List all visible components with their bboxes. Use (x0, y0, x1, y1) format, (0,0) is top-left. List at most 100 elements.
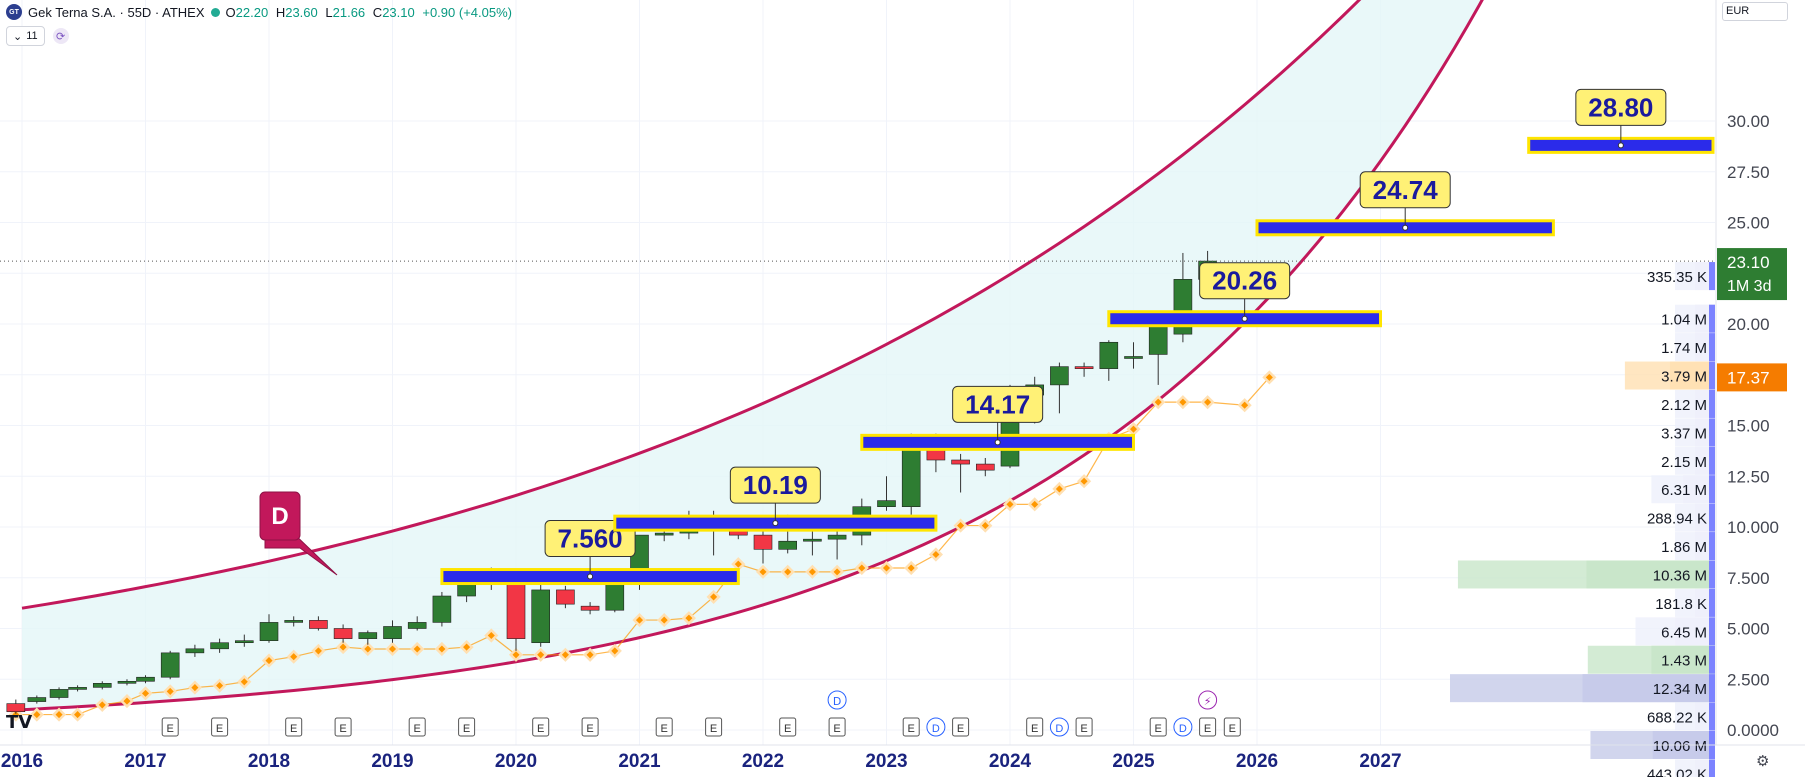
event-marker-text: E (216, 723, 223, 735)
candle-body (580, 605, 600, 611)
time-axis-tick: 2027 (1359, 751, 1401, 772)
candle-body (160, 652, 180, 678)
event-marker-earnings (334, 717, 352, 737)
price-axis-tick: 27.50 (1727, 163, 1770, 182)
event-marker-text: D (932, 723, 940, 735)
candle-body (1099, 341, 1119, 369)
last-price-countdown: 1M 3d (1727, 278, 1771, 295)
currency-selector[interactable]: EUR (1722, 2, 1788, 21)
candle-body (1050, 366, 1069, 386)
trail-dot (74, 711, 82, 719)
candle-body (753, 534, 773, 550)
volume-profile-edge (1709, 588, 1715, 617)
candle-body (358, 632, 378, 639)
candle-body (1074, 366, 1094, 369)
volume-profile-label: 1.43 M (1661, 653, 1707, 670)
trail-dot (339, 643, 347, 651)
event-marker-text: E (463, 723, 470, 735)
candle-body (210, 642, 229, 650)
zone-price-label: 7.560 (558, 524, 623, 554)
trail-dot (463, 643, 471, 651)
volume-profile-label: 3.79 M (1661, 369, 1707, 386)
trail-dot (660, 616, 668, 624)
candle-body (432, 595, 452, 623)
event-marker-earnings (1075, 717, 1093, 737)
volume-profile-edge (1709, 475, 1715, 504)
trail-dot (265, 657, 273, 665)
price-axis-tick: 5.000 (1727, 620, 1770, 639)
candle-body (117, 680, 137, 684)
event-marker-dividend (1049, 717, 1069, 737)
company-logo: GT (6, 4, 22, 20)
last-price-text: 23.10 (1727, 253, 1770, 272)
event-marker-earnings (1149, 717, 1167, 737)
trail-dot (33, 711, 41, 719)
event-marker-earnings (458, 717, 476, 737)
time-axis-tick: 2016 (1, 751, 43, 772)
time-axis-tick: 2026 (1236, 751, 1278, 772)
candle-body (235, 640, 254, 644)
candle-body (6, 703, 26, 713)
trail-dot (487, 631, 495, 640)
zone-price-label: 28.80 (1588, 92, 1653, 122)
event-marker-earnings (211, 717, 229, 737)
annotation-box (259, 491, 301, 541)
candle-body (407, 622, 427, 629)
event-marker-earnings (828, 717, 846, 737)
time-axis-tick: 2018 (248, 751, 290, 772)
volume-profile-bar-inner (1675, 617, 1715, 646)
zone-anchor-dot (1241, 315, 1248, 322)
symbol-header: GT Gek Terna S.A. · 55D · ATHEX O22.20 H… (6, 2, 516, 22)
trail-dot (759, 568, 767, 576)
event-marker-text: E (414, 723, 421, 735)
event-marker-text: E (167, 723, 174, 735)
event-marker-earnings (705, 717, 723, 737)
zone-price-label-box (1199, 262, 1291, 300)
sync-icon[interactable]: ⟳ (52, 28, 69, 44)
volume-profile-label: 6.45 M (1661, 624, 1707, 641)
trail-dot (635, 616, 644, 624)
trail-dot (216, 682, 224, 690)
volume-profile-bar-inner (1669, 361, 1715, 390)
volume-profile-edge (1709, 304, 1715, 333)
event-marker-earnings (532, 717, 550, 737)
plot-area: 7.560 10.19 14.17 20.26 24.74 28.80 D E E E E E E E E E… (0, 0, 1715, 745)
zone-price-label: 20.26 (1212, 266, 1277, 296)
trail-dot (907, 564, 915, 572)
settings-gear-icon[interactable]: ⚙ (1756, 753, 1770, 770)
trail-value-text: 17.37 (1727, 368, 1770, 387)
trail-dot (981, 522, 989, 530)
volume-profile-label: 10.36 M (1653, 567, 1707, 584)
trail-dot (191, 684, 199, 692)
event-marker-dividend (926, 717, 946, 737)
trail-dot (512, 651, 520, 659)
zone-price-label: 10.19 (743, 470, 808, 500)
event-marker-earnings (779, 717, 797, 737)
indicator-row: ⌄ 11 ⟳ (6, 26, 69, 46)
event-marker-earnings (408, 717, 426, 737)
trail-dot (123, 697, 131, 705)
event-marker-earnings (952, 717, 970, 737)
volume-profile-label: 688.22 K (1647, 710, 1707, 727)
trail-dot (710, 593, 718, 601)
event-marker-top (827, 690, 847, 710)
candle-body (383, 626, 402, 639)
trail-dot (858, 564, 866, 572)
trail-dot (734, 560, 742, 568)
trail-dot (1006, 500, 1014, 508)
event-marker-text: E (661, 723, 668, 735)
event-marker-text: E (710, 723, 717, 735)
event-marker-text: E (1229, 723, 1236, 735)
trail-dot (537, 651, 545, 659)
annotation-text: D (271, 503, 288, 530)
candle-body (778, 540, 798, 550)
volume-profile-label: 1.74 M (1661, 340, 1707, 357)
candle-body (1148, 323, 1168, 355)
candle-body (457, 583, 476, 597)
volume-profile-label: 6.31 M (1661, 482, 1707, 499)
indicators-toggle-button[interactable]: ⌄ 11 (6, 26, 45, 46)
symbol-title[interactable]: Gek Terna S.A. · 55D · ATHEX (28, 4, 205, 20)
zone-anchor-dot (772, 520, 779, 527)
volume-profile-label: 2.12 M (1661, 397, 1707, 414)
